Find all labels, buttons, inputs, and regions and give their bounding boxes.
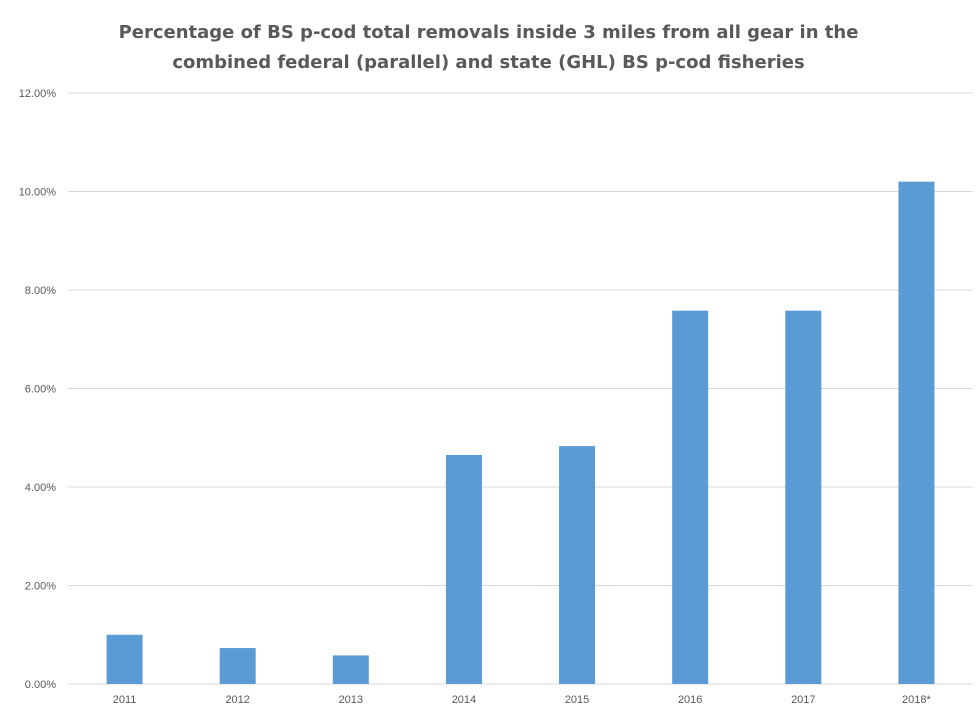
x-tick-label: 2011 [113, 694, 137, 706]
x-tick-label: 2018* [902, 694, 931, 706]
y-tick-label: 8.00% [25, 285, 56, 297]
y-tick-label: 10.00% [19, 187, 57, 199]
bar [219, 648, 256, 684]
y-tick-label: 12.00% [19, 88, 57, 100]
bar [106, 634, 143, 684]
bar [332, 655, 369, 684]
y-tick-label: 6.00% [25, 384, 56, 396]
x-tick-label: 2016 [678, 694, 702, 706]
bar [445, 454, 482, 684]
chart-title-line-2: combined federal (parallel) and state (G… [172, 52, 805, 73]
y-tick-label: 4.00% [25, 482, 56, 494]
x-tick-label: 2015 [565, 694, 589, 706]
x-tick-label: 2017 [791, 694, 815, 706]
y-tick-label: 0.00% [25, 679, 56, 691]
x-tick-label: 2014 [452, 694, 476, 706]
bar [785, 310, 822, 684]
chart-title-line-1: Percentage of BS p-cod total removals in… [118, 22, 859, 43]
bar [898, 181, 935, 684]
y-tick-label: 2.00% [25, 581, 56, 593]
bar [672, 310, 709, 684]
x-tick-label: 2013 [339, 694, 363, 706]
bar [559, 446, 596, 684]
x-tick-label: 2012 [225, 694, 249, 706]
